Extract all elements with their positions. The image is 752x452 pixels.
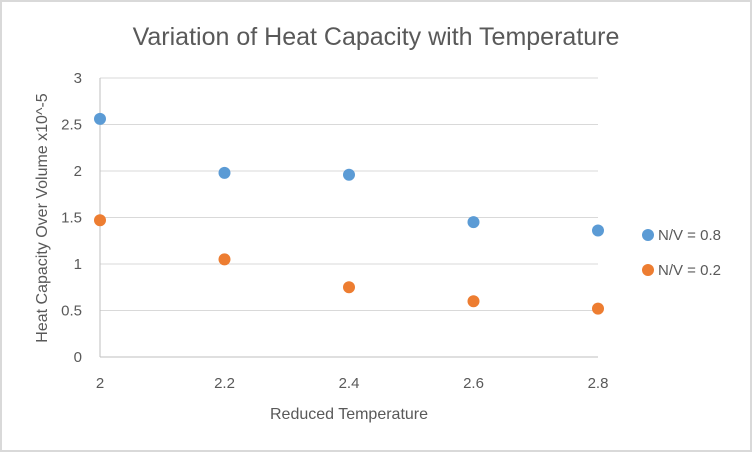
x-tick-label: 2.4 [339, 375, 360, 392]
y-tick-label: 2.5 [61, 117, 82, 134]
data-points [94, 112, 604, 315]
data-point [467, 295, 480, 308]
y-tick-labels: 0 0.5 1 1.5 2 2.5 3 [61, 70, 82, 366]
series-n-v-0-8 [94, 112, 604, 237]
chart-title: Variation of Heat Capacity with Temperat… [133, 23, 620, 51]
legend-item: N/V = 0.2 [642, 262, 721, 279]
series-n-v-0-2 [94, 214, 604, 315]
x-tick-label: 2.6 [463, 375, 484, 392]
y-tick-label: 1 [74, 256, 82, 273]
x-axis-label: Reduced Temperature [270, 406, 428, 423]
y-tick-label: 0.5 [61, 303, 82, 320]
legend-marker [642, 229, 654, 241]
x-tick-label: 2.8 [588, 375, 609, 392]
gridlines [100, 77, 598, 311]
y-tick-label: 0 [74, 349, 82, 366]
x-tick-labels: 2 2.2 2.4 2.6 2.8 [96, 375, 609, 392]
legend-marker [642, 264, 654, 276]
y-tick-label: 2 [74, 163, 82, 180]
y-axis-label: Heat Capacity Over Volume x10^-5 [34, 93, 51, 343]
data-point [343, 168, 355, 181]
data-point [94, 214, 106, 227]
x-tick-label: 2 [96, 375, 104, 392]
data-point [592, 224, 604, 237]
y-tick-label: 1.5 [61, 210, 82, 227]
y-tick-label: 3 [74, 70, 82, 87]
legend: N/V = 0.8 N/V = 0.2 [642, 227, 721, 279]
data-point [467, 216, 480, 229]
legend-label: N/V = 0.8 [658, 227, 721, 244]
data-point [218, 166, 231, 179]
data-point [94, 112, 106, 125]
x-tick-label: 2.2 [214, 375, 235, 392]
legend-label: N/V = 0.2 [658, 262, 721, 279]
legend-item: N/V = 0.8 [642, 227, 721, 244]
data-point [343, 281, 355, 294]
data-point [218, 253, 231, 266]
data-point [592, 302, 604, 315]
